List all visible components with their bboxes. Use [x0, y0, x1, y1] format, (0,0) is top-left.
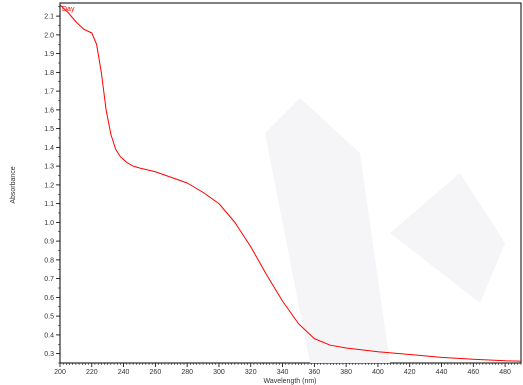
- x-tick-label: 260: [150, 369, 162, 376]
- y-tick-label: 0.8: [44, 257, 54, 264]
- x-tick-label: 420: [404, 369, 416, 376]
- y-tick-label: 0.4: [44, 332, 54, 339]
- y-tick-label: 0.7: [44, 276, 54, 283]
- x-axis-title: Wavelength (nm): [263, 378, 316, 385]
- x-tick-label: 280: [181, 369, 193, 376]
- y-axis-title: Absorbance: [10, 166, 17, 203]
- y-tick-label: 2.1: [44, 14, 54, 21]
- x-tick-label: 380: [340, 369, 352, 376]
- watermark-logo: [265, 98, 505, 363]
- x-tick-label: 480: [499, 369, 511, 376]
- x-tick-label: 220: [86, 369, 98, 376]
- x-tick-label: 400: [372, 369, 384, 376]
- y-tick-label: 1.7: [44, 89, 54, 96]
- y-tick-label: 1.2: [44, 182, 54, 189]
- y-tick-label: 1.1: [44, 201, 54, 208]
- series-layer: Day: [59, 4, 522, 362]
- x-tick-label: 440: [436, 369, 448, 376]
- y-tick-label: 0.9: [44, 239, 54, 246]
- y-tick-label: 1.8: [44, 70, 54, 77]
- y-tick-label: 1.3: [44, 164, 54, 171]
- x-tick-label: 300: [213, 369, 225, 376]
- y-tick-label: 0.6: [44, 295, 54, 302]
- y-tick-label: 1.4: [44, 145, 54, 152]
- series-line: [59, 4, 522, 362]
- axis-ticks: [56, 6, 522, 367]
- tick-labels: 200 220 240 260 280 300 320 340 360 380 400 420 440 4…: [44, 14, 511, 376]
- y-tick-label: 1.9: [44, 51, 54, 58]
- y-tick-label: 1.5: [44, 126, 54, 133]
- y-tick-label: 1.0: [44, 220, 54, 227]
- series-label: Day: [62, 6, 75, 13]
- x-tick-label: 460: [467, 369, 479, 376]
- x-tick-label: 340: [277, 369, 289, 376]
- x-tick-label: 320: [245, 369, 257, 376]
- x-tick-label: 240: [118, 369, 130, 376]
- y-tick-label: 0.3: [44, 351, 54, 358]
- y-tick-label: 1.6: [44, 107, 54, 114]
- watermark-stroke-right: [390, 173, 505, 303]
- x-tick-label: 360: [309, 369, 321, 376]
- x-tick-label: 200: [54, 369, 66, 376]
- watermark-stroke-left: [265, 98, 390, 363]
- y-tick-label: 2.0: [44, 32, 54, 39]
- y-tick-label: 0.5: [44, 314, 54, 321]
